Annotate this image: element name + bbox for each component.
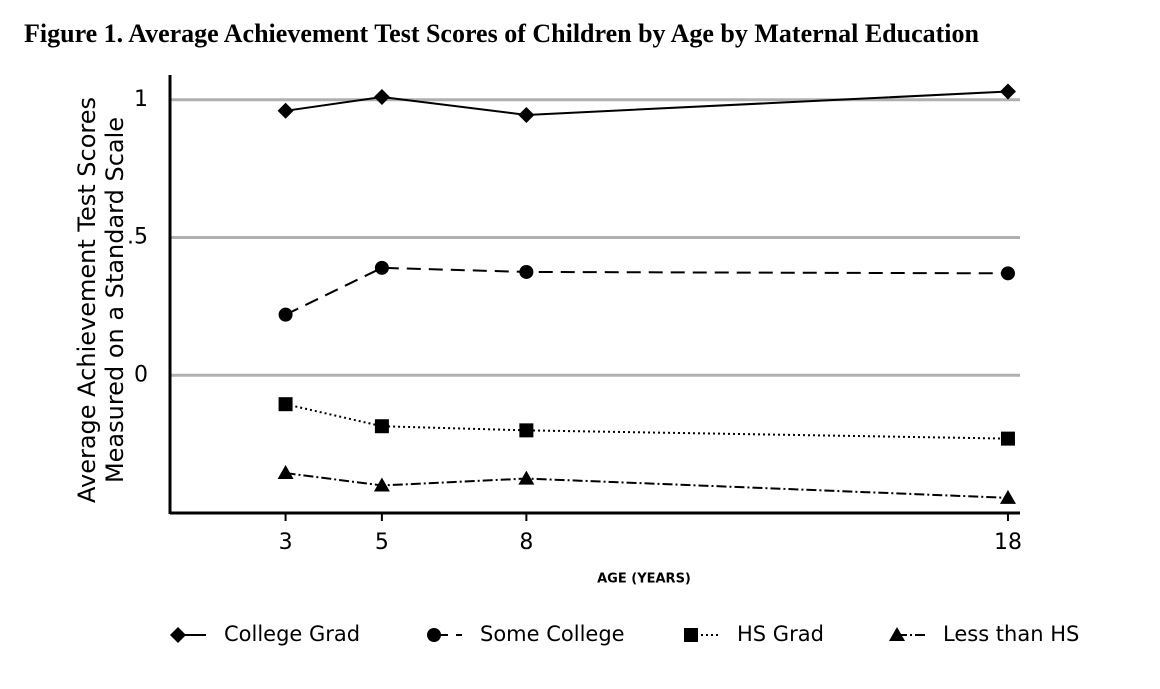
- data-point: [277, 465, 294, 480]
- data-point: [374, 419, 389, 434]
- x-tick-label: 18: [994, 530, 1022, 555]
- data-point: [278, 397, 293, 412]
- data-point: [277, 102, 294, 119]
- data-point: [519, 264, 534, 279]
- data-point: [278, 307, 293, 322]
- x-axis-label: AGE (YEARS): [597, 572, 691, 587]
- y-axis-label: Average Achievement Test Scores: [73, 97, 101, 503]
- series-line: [285, 472, 1009, 499]
- series-line: [285, 403, 1008, 440]
- data-point: [518, 106, 535, 123]
- data-point: [999, 83, 1016, 100]
- data-point: [519, 423, 534, 438]
- y-tick-label: 0: [134, 362, 148, 387]
- data-point: [373, 89, 390, 106]
- legend-label: HS Grad: [737, 622, 824, 646]
- data-point: [374, 260, 389, 275]
- y-tick-label: .5: [127, 225, 148, 250]
- x-tick-label: 3: [279, 530, 293, 555]
- series-line: [285, 266, 1008, 316]
- data-point: [1000, 266, 1015, 281]
- legend-label: Less than HS: [943, 622, 1079, 646]
- legend-label: Some College: [480, 622, 625, 646]
- x-tick-label: 8: [519, 530, 533, 555]
- series-line: [285, 90, 1009, 116]
- y-axis-label: Measured on a Standard Scale: [101, 117, 129, 483]
- data-point: [1000, 431, 1015, 446]
- data-point: [373, 477, 390, 492]
- data-point: [518, 470, 535, 485]
- chart-title: Figure 1. Average Achievement Test Score…: [24, 19, 980, 48]
- x-tick-label: 5: [375, 530, 389, 555]
- legend-label: College Grad: [224, 622, 360, 646]
- data-point: [999, 489, 1016, 504]
- y-tick-label: 1: [134, 87, 148, 112]
